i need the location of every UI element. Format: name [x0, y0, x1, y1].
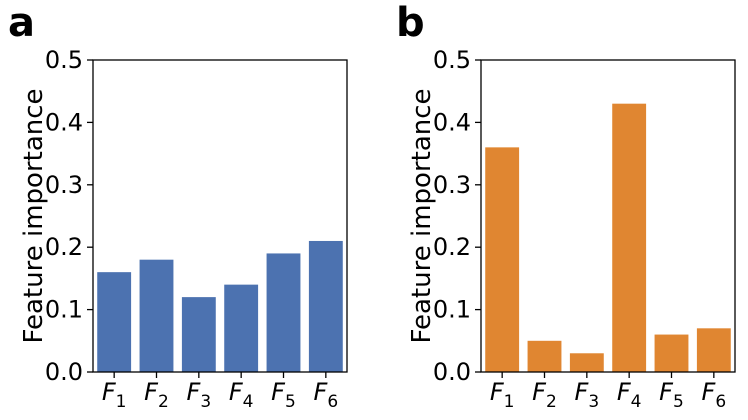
xtick-label-subscript: 6: [715, 392, 726, 412]
xtick-label-subscript: 4: [631, 392, 642, 412]
xtick-label-b-4: F5: [659, 378, 684, 412]
bar-b-F3: [569, 353, 604, 372]
xtick-label-base: F: [575, 378, 590, 406]
ytick-label-b-2: 0.2: [433, 233, 471, 261]
xtick-label-base: F: [144, 378, 159, 406]
xtick-label-subscript: 2: [546, 392, 557, 412]
xtick-label-a-2: F3: [187, 378, 212, 412]
ytick-label-a-2: 0.2: [45, 233, 83, 261]
xtick-label-base: F: [229, 378, 244, 406]
xtick-label-base: F: [102, 378, 117, 406]
xtick-label-base: F: [702, 378, 717, 406]
xtick-label-subscript: 3: [588, 392, 599, 412]
axes-frame-b: [480, 59, 736, 373]
ytick-label-b-5: 0.5: [433, 46, 471, 74]
xtick-label-subscript: 4: [243, 392, 254, 412]
xtick-label-subscript: 3: [200, 392, 211, 412]
xtick-label-b-2: F3: [575, 378, 600, 412]
ytick-label-b-0: 0.0: [433, 358, 471, 386]
xtick-label-a-4: F5: [271, 378, 296, 412]
ytick-label-a-3: 0.3: [45, 171, 83, 199]
xtick-label-b-1: F2: [532, 378, 557, 412]
bar-b-F6: [696, 328, 731, 372]
xtick-label-subscript: 5: [285, 392, 296, 412]
axes-frame-a: [92, 59, 348, 373]
bar-a-F5: [266, 253, 301, 372]
xtick-label-a-1: F2: [144, 378, 169, 412]
xtick-label-subscript: 1: [116, 392, 127, 412]
xtick-label-base: F: [314, 378, 329, 406]
ytick-label-b-4: 0.4: [433, 108, 471, 136]
ytick-label-a-4: 0.4: [45, 108, 83, 136]
xtick-label-base: F: [532, 378, 547, 406]
ytick-label-b-3: 0.3: [433, 171, 471, 199]
xtick-label-subscript: 2: [158, 392, 169, 412]
panel-label-a: a: [8, 0, 35, 46]
bar-a-F3: [181, 297, 216, 372]
bar-b-F2: [527, 340, 562, 372]
y-axis-label-b: Feature importance: [407, 88, 437, 343]
xtick-label-subscript: 1: [504, 392, 515, 412]
bar-a-F1: [97, 272, 132, 372]
xtick-label-b-0: F1: [490, 378, 515, 412]
ytick-label-a-1: 0.1: [45, 296, 83, 324]
xtick-label-a-3: F4: [229, 378, 254, 412]
xtick-label-base: F: [490, 378, 505, 406]
bar-a-F4: [224, 284, 259, 372]
xtick-label-subscript: 5: [673, 392, 684, 412]
ytick-label-a-0: 0.0: [45, 358, 83, 386]
xtick-label-b-5: F6: [702, 378, 727, 412]
panel-label-b: b: [396, 0, 425, 46]
xtick-label-base: F: [187, 378, 202, 406]
xtick-label-b-3: F4: [617, 378, 642, 412]
xtick-label-a-0: F1: [102, 378, 127, 412]
bar-a-F6: [308, 240, 343, 372]
ytick-label-b-1: 0.1: [433, 296, 471, 324]
y-axis-label-a: Feature importance: [19, 88, 49, 343]
bar-a-F2: [139, 259, 174, 372]
bar-b-F1: [485, 147, 520, 372]
bar-b-F4: [612, 103, 647, 373]
xtick-label-base: F: [659, 378, 674, 406]
xtick-label-base: F: [617, 378, 632, 406]
ytick-label-a-5: 0.5: [45, 46, 83, 74]
bar-b-F5: [654, 334, 689, 372]
xtick-label-base: F: [271, 378, 286, 406]
xtick-label-subscript: 6: [327, 392, 338, 412]
xtick-label-a-5: F6: [314, 378, 339, 412]
